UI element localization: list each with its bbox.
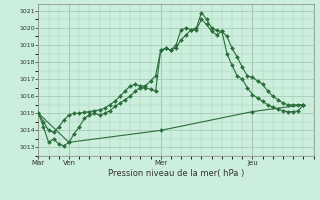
X-axis label: Pression niveau de la mer( hPa ): Pression niveau de la mer( hPa ) <box>108 169 244 178</box>
